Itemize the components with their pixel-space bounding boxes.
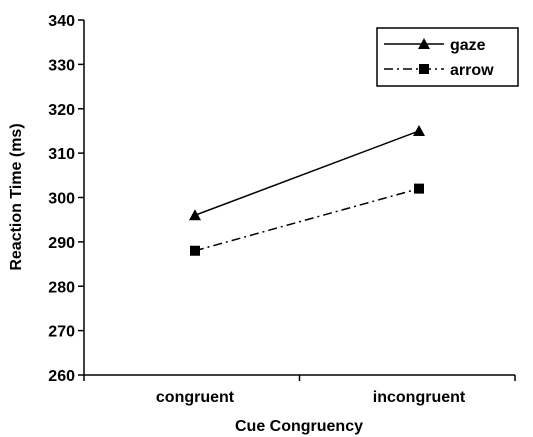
x-axis-title: Cue Congruency: [235, 418, 363, 435]
series-layer: [189, 124, 425, 256]
data-point-arrow: [414, 183, 424, 194]
data-point-arrow: [190, 245, 200, 256]
legend-marker-gaze: [418, 38, 430, 49]
x-axis: congruent incongruent: [83, 374, 516, 406]
series-line-gaze: [194, 130, 420, 216]
legend-marker-arrow: [419, 64, 429, 74]
x-ticks: congruent incongruent: [83, 375, 516, 406]
data-point-gaze: [189, 209, 201, 221]
legend-items: gaze arrow: [384, 37, 494, 79]
y-tick-label: 330: [48, 57, 75, 74]
y-ticks: 260 270 280 290 300 310 320 330 340: [48, 13, 84, 385]
y-tick-label: 340: [48, 13, 75, 30]
y-tick-label: 270: [48, 324, 75, 341]
y-tick-label: 320: [48, 102, 75, 119]
y-tick-label: 310: [48, 146, 75, 163]
y-tick-label: 300: [48, 191, 75, 208]
y-tick-label: 280: [48, 279, 75, 296]
y-axis: 260 270 280 290 300 310 320 330 340: [48, 13, 85, 385]
x-tick-label: incongruent: [373, 389, 466, 406]
legend-label-arrow: arrow: [450, 62, 494, 79]
data-point-gaze: [413, 124, 425, 136]
legend: gaze arrow: [376, 27, 519, 87]
y-tick-label: 260: [48, 368, 75, 385]
y-axis-title: Reaction Time (ms): [8, 123, 25, 270]
y-tick-label: 290: [48, 235, 75, 252]
legend-label-gaze: gaze: [450, 37, 486, 54]
series-line-arrow: [194, 187, 420, 252]
legend-box: [376, 27, 519, 87]
x-tick-label: congruent: [156, 389, 235, 406]
